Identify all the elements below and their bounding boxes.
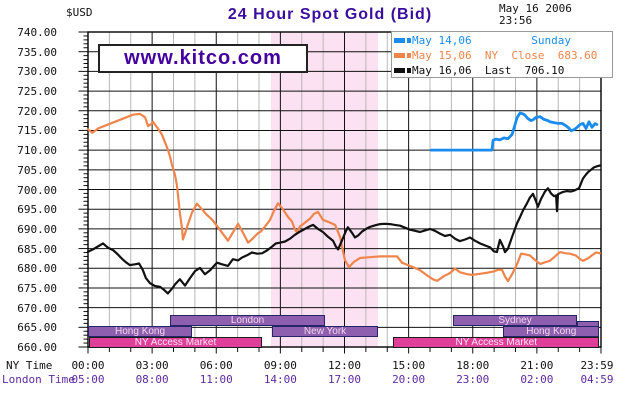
y-axis-label: 740.00 <box>17 26 57 39</box>
y-axis-label: 720.00 <box>17 104 57 118</box>
london-time-tick-label: 02:00 <box>520 373 554 386</box>
ny-time-tick-label: 00:00 <box>71 359 105 372</box>
kitco-watermark-text: www.kitco.com <box>124 47 282 69</box>
ny-time-tick-label: 21:00 <box>520 359 554 372</box>
london-time-tick-label: 08:00 <box>135 373 169 386</box>
time-label: 23:56 <box>499 14 533 27</box>
y-axis-label: 670.00 <box>17 301 57 315</box>
currency-label: $USD <box>66 6 93 19</box>
legend-text-may-15: May 15,06 NY Close 683.60 <box>412 49 598 62</box>
y-axis-label: 695.00 <box>17 203 57 217</box>
y-axis-label: 730.00 <box>17 65 57 79</box>
date-time-label: May 16 2006 23:56 <box>499 3 572 27</box>
ny-time-tick-label: 23:59 <box>580 359 614 372</box>
y-axis-label: 660.00 <box>17 341 57 354</box>
market-bar-ny-access-market: NY Access Market <box>89 337 262 348</box>
y-axis-label: 725.00 <box>17 85 57 99</box>
kitco-watermark-link[interactable]: www.kitco.com <box>98 44 308 73</box>
y-axis-label: 665.00 <box>17 321 57 335</box>
legend: May 14,06 Sunday May 15,06 NY Close 683.6… <box>391 31 613 78</box>
date-label: May 16 2006 <box>499 2 572 15</box>
y-axis-label: 700.00 <box>17 183 57 197</box>
market-bar-ny-access-market: NY Access Market <box>393 337 600 348</box>
ny-time-axis-label: NY Time <box>6 359 53 372</box>
y-axis-label: 685.00 <box>17 242 57 256</box>
y-axis-label: 705.00 <box>17 163 57 177</box>
london-time-tick-label: 05:00 <box>71 373 105 386</box>
london-time-tick-label: 11:00 <box>199 373 233 386</box>
london-time-tick-label: 23:00 <box>456 373 490 386</box>
legend-text-may-16: May 16,06 Last 706.10 <box>412 64 565 77</box>
y-axis-label: 690.00 <box>17 222 57 236</box>
ny-time-tick-label: 15:00 <box>392 359 426 372</box>
legend-text-may-14: May 14,06 Sunday <box>412 34 571 47</box>
legend-marker-may-15 <box>394 53 412 58</box>
market-bar-london: London <box>170 315 326 326</box>
y-axis-label: 715.00 <box>17 124 57 138</box>
market-bar-hong-kong: Hong Kong <box>88 326 193 337</box>
y-axis-label: 710.00 <box>17 144 57 158</box>
market-bar-new-york: New York <box>272 326 379 337</box>
legend-marker-may-16 <box>394 68 412 73</box>
legend-row-may-15: May 15,06 NY Close 683.60 <box>394 48 610 63</box>
y-axis-label: 735.00 <box>17 45 57 59</box>
london-time-tick-label: 20:00 <box>392 373 426 386</box>
london-time-tick-label: 14:00 <box>263 373 297 386</box>
ny-time-tick-label: 18:00 <box>456 359 490 372</box>
legend-row-may-14: May 14,06 Sunday <box>394 33 610 48</box>
ny-time-tick-label: 09:00 <box>263 359 297 372</box>
ny-time-tick-label: 06:00 <box>199 359 233 372</box>
y-axis-label: 680.00 <box>17 262 57 276</box>
market-bar-sydney: Sydney <box>453 315 578 326</box>
london-time-tick-label: 17:00 <box>327 373 362 386</box>
market-bar-hong-kong: Hong Kong <box>503 326 600 337</box>
legend-row-may-16: May 16,06 Last 706.10 <box>394 63 610 78</box>
london-time-tick-label: 04:59 <box>580 373 614 386</box>
ny-time-tick-label: 12:00 <box>327 359 362 372</box>
page-title: 24 Hour Spot Gold (Bid) <box>227 6 433 23</box>
london-time-axis-label: London Time <box>2 373 75 386</box>
y-axis-label: 675.00 <box>17 281 57 295</box>
ny-time-tick-label: 03:00 <box>135 359 169 372</box>
legend-marker-may-14 <box>394 38 412 43</box>
